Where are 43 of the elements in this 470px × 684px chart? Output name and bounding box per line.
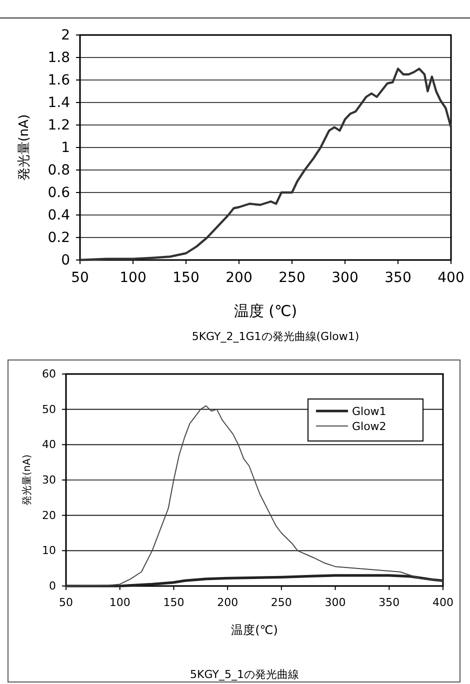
y-tick-label: 20 <box>42 508 56 522</box>
y-tick-label: 40 <box>42 438 56 452</box>
x-tick-label: 200 <box>226 270 252 286</box>
x-tick-label: 350 <box>384 270 412 286</box>
y-tick-label: 1 <box>61 140 70 156</box>
text: 5KGY_5_1の発光曲線 <box>190 668 299 681</box>
x-axis-title: 温度(℃) <box>231 623 278 637</box>
x-tick-label: 200 <box>217 596 238 609</box>
y-tick-label: 0.6 <box>48 184 70 201</box>
x-tick-label: 100 <box>120 270 146 286</box>
y-tick-label: 10 <box>42 544 56 558</box>
y-tick-label: 1.2 <box>48 117 70 134</box>
y-tick-label: 0 <box>61 252 70 268</box>
x-axis-title: 温度 (℃) <box>234 302 298 320</box>
x-tick-label: 50 <box>71 270 89 286</box>
x-tick-label: 300 <box>332 270 358 286</box>
x-tick-label: 150 <box>163 596 184 609</box>
y-tick-label: 1.6 <box>48 72 70 88</box>
y-tick-label: 0 <box>49 580 56 593</box>
x-tick-label: 400 <box>432 596 454 609</box>
y-tick-label: 1.4 <box>48 94 70 111</box>
y-tick-label: 60 <box>42 368 56 381</box>
y-tick-label: 0.8 <box>48 162 70 178</box>
line-series <box>78 68 452 262</box>
legend-label: Glow2 <box>352 420 386 433</box>
y-tick-label: 30 <box>42 474 56 487</box>
legend-label: Glow1 <box>352 405 386 418</box>
y-tick-label: 2 <box>61 27 70 44</box>
x-tick-label: 400 <box>438 270 464 286</box>
x-tick-label: 350 <box>378 596 400 609</box>
y-axis-title: 発光量(nA) <box>17 114 32 181</box>
x-tick-label: 150 <box>172 270 200 286</box>
y-tick-label: 0.2 <box>48 230 70 246</box>
line-series <box>66 405 444 586</box>
x-tick-label: 100 <box>109 596 130 609</box>
y-axis-title: 発光量(nA) <box>21 454 33 506</box>
y-tick-label: 50 <box>42 402 56 416</box>
y-tick-label: 0.4 <box>48 207 70 224</box>
x-tick-label: 300 <box>324 596 346 609</box>
y-tick-label: 1.8 <box>48 50 70 66</box>
x-tick-label: 250 <box>270 596 292 609</box>
text: 5KGY_2_1G1の発光曲線(Glow1) <box>192 330 360 343</box>
x-tick-label: 250 <box>278 270 306 286</box>
